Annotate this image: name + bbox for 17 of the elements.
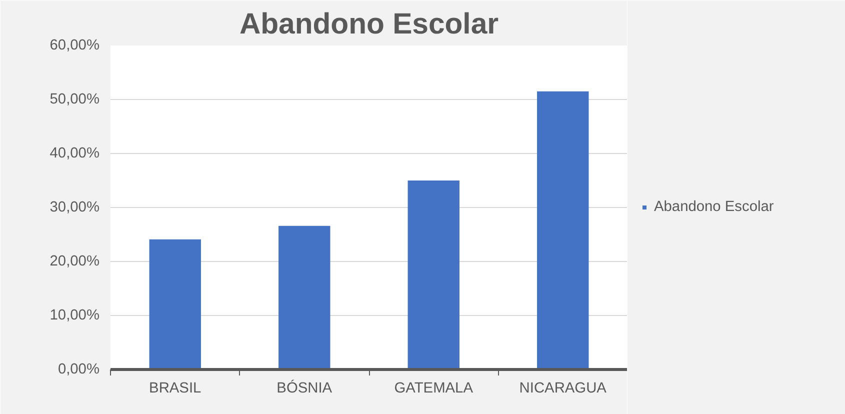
x-tick-label: BRASIL (149, 380, 202, 396)
legend-label: Abandono Escolar (654, 199, 774, 215)
x-tick-label: BÓSNIA (276, 380, 332, 396)
y-tick-label: 50,00% (50, 92, 100, 108)
chart-title: Abandono Escolar (239, 8, 499, 40)
y-tick-label: 10,00% (50, 308, 100, 324)
x-tick-label: NICARAGUA (519, 380, 607, 396)
x-tick-label: GATEMALA (394, 380, 474, 396)
y-tick-label: 0,00% (58, 362, 100, 378)
y-tick-label: 40,00% (50, 146, 100, 162)
y-tick-label: 60,00% (50, 38, 100, 54)
bar (278, 226, 330, 370)
bar (537, 91, 589, 370)
y-tick-label: 30,00% (50, 200, 100, 216)
y-tick-label: 20,00% (50, 254, 100, 270)
bar (408, 180, 460, 370)
bar (149, 239, 201, 370)
